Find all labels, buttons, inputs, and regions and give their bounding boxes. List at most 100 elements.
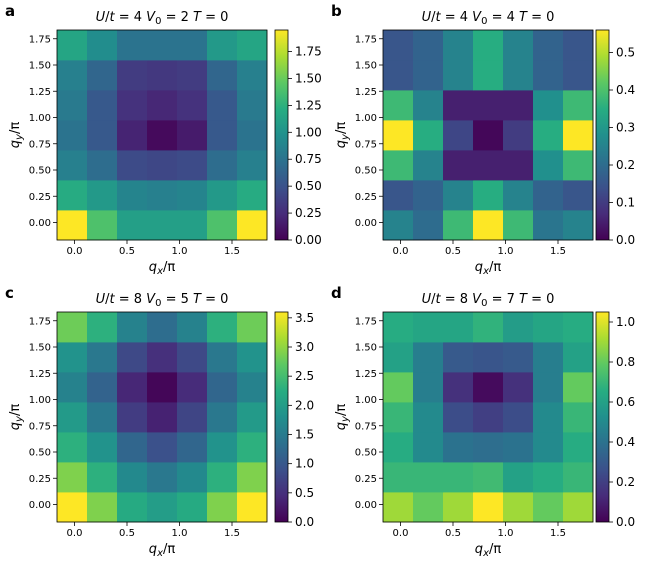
heatmap-cell — [563, 342, 594, 373]
heatmap-cell — [443, 372, 474, 403]
y-tick-label: 1.00 — [29, 113, 51, 124]
heatmap-cell — [117, 372, 148, 403]
axes-frame — [382, 311, 594, 523]
heatmap-cell — [413, 492, 444, 523]
colorbar — [595, 29, 610, 241]
heatmap-cell — [563, 372, 594, 403]
heatmap-cell — [177, 90, 208, 121]
heatmap-cell — [503, 90, 534, 121]
y-tick-label: 0.75 — [29, 421, 51, 432]
heatmap-cell — [147, 30, 178, 61]
heatmap-cell — [563, 210, 594, 241]
colorbar-tick-label: 0.1 — [616, 196, 635, 210]
heatmap-cell — [383, 342, 414, 373]
heatmap-cell — [237, 120, 268, 151]
y-tick-label: 1.75 — [355, 34, 377, 45]
heatmap-cell — [503, 210, 534, 241]
heatmap-cell — [443, 180, 474, 211]
heatmap-cell — [147, 342, 178, 373]
heatmap-cell — [87, 60, 118, 91]
heatmap-cell — [207, 372, 238, 403]
heatmap-cell — [413, 60, 444, 91]
x-tick-label: 1.0 — [172, 528, 188, 539]
heatmap-cell — [207, 312, 238, 343]
colorbar-tick-label: 0.4 — [616, 83, 635, 97]
x-tick-label: 1.5 — [224, 246, 240, 257]
heatmap-cell — [177, 372, 208, 403]
heatmap-cell — [383, 312, 414, 343]
y-tick-label: 1.50 — [29, 61, 51, 72]
heatmap-cell — [443, 432, 474, 463]
heatmap-cell — [177, 180, 208, 211]
heatmap-cell — [443, 312, 474, 343]
heatmap-cell — [57, 120, 88, 151]
heatmap-cell — [503, 312, 534, 343]
y-tick-label: 1.00 — [29, 395, 51, 406]
heatmap-cell — [207, 342, 238, 373]
heatmap-cell — [117, 312, 148, 343]
x-tick-label: 1.0 — [498, 528, 514, 539]
colorbar-tick-label: 1.5 — [295, 428, 314, 442]
heatmap-cell — [207, 30, 238, 61]
colorbar-tick-label: 2.0 — [295, 398, 314, 412]
heatmap-cell — [473, 432, 504, 463]
heatmap-cell — [443, 462, 474, 493]
heatmap-cell — [473, 402, 504, 433]
y-tick-label: 1.75 — [29, 316, 51, 327]
heatmap-cell — [177, 462, 208, 493]
y-tick-label: 1.75 — [355, 316, 377, 327]
heatmap-panel-c: c U/t = 8 V0 = 5 T = 0 0.0 0.5 1.0 1.5 0.00 0.2… — [5, 284, 314, 559]
heatmap-cell — [87, 432, 118, 463]
y-tick-label: 0.00 — [355, 500, 377, 511]
heatmap-cell — [413, 312, 444, 343]
colorbar-tick-label: 0.25 — [295, 206, 322, 220]
heatmap-cell — [147, 210, 178, 241]
heatmap-cell — [383, 372, 414, 403]
heatmap-cell — [57, 30, 88, 61]
panel-title: U/t = 4 V0 = 2 T = 0 — [96, 10, 229, 27]
heatmap-cell — [87, 120, 118, 151]
heatmap-cell — [413, 462, 444, 493]
heatmap-cell — [57, 432, 88, 463]
y-tick-label: 0.00 — [29, 218, 51, 229]
y-tick-label: 0.25 — [29, 192, 51, 203]
heatmap-cell — [237, 432, 268, 463]
colorbar — [274, 29, 289, 241]
heatmap-cell — [533, 462, 564, 493]
heatmap-cell — [87, 210, 118, 241]
heatmap-cell — [383, 30, 414, 61]
y-tick-label: 1.50 — [29, 343, 51, 354]
y-tick-label: 0.50 — [29, 166, 51, 177]
heatmap-cell — [147, 150, 178, 181]
heatmap-cell — [87, 342, 118, 373]
colorbar-tick-label: 0.50 — [295, 179, 322, 193]
y-axis-label: qy/π — [8, 122, 25, 149]
heatmap-cell — [57, 372, 88, 403]
heatmap-cell — [473, 180, 504, 211]
heatmap-cell — [503, 402, 534, 433]
y-tick-label: 1.50 — [355, 61, 377, 72]
heatmap-cell — [87, 372, 118, 403]
heatmap-cell — [57, 60, 88, 91]
colorbar-tick-label: 1.25 — [295, 98, 322, 112]
y-tick-label: 1.75 — [29, 34, 51, 45]
y-axis-label: qy/π — [8, 404, 25, 431]
heatmap-cell — [87, 492, 118, 523]
heatmap-cell — [473, 150, 504, 181]
x-tick-label: 1.5 — [550, 528, 566, 539]
heatmap-cell — [177, 402, 208, 433]
heatmap-cell — [87, 312, 118, 343]
heatmap-cell — [207, 90, 238, 121]
heatmap-cell — [237, 402, 268, 433]
heatmap-cell — [117, 210, 148, 241]
heatmap-cell — [503, 60, 534, 91]
x-tick-label: 0.5 — [119, 246, 135, 257]
heatmap-cell — [563, 120, 594, 151]
panel-letter: a — [5, 2, 15, 20]
heatmap-cell — [87, 150, 118, 181]
heatmap-cell — [57, 402, 88, 433]
heatmap-cell — [533, 150, 564, 181]
heatmap-cell — [473, 342, 504, 373]
x-axis-label: qx/π — [149, 542, 176, 559]
